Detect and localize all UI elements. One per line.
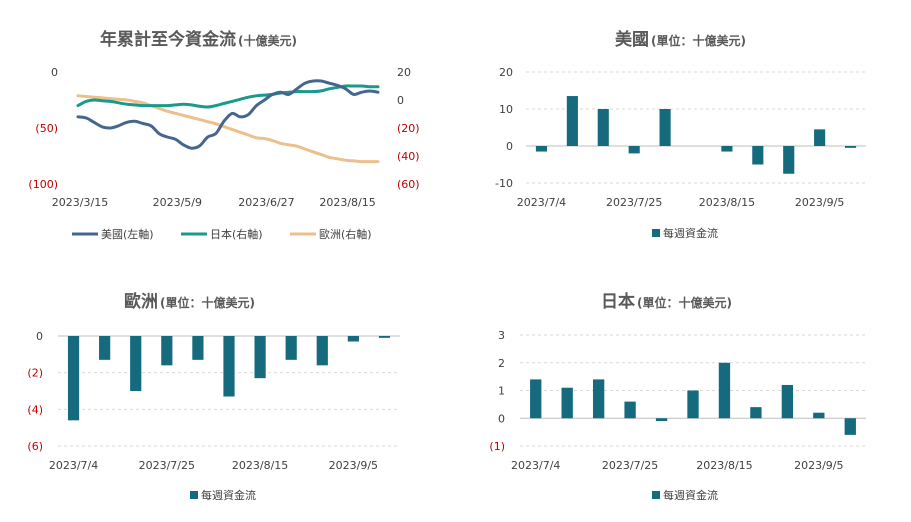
weekly-flow-bar [192,336,204,360]
left-axis-tick-label: (50) [35,122,58,135]
japan-series-line [76,84,380,109]
us-chart-legend: 每週資金流 [652,226,718,240]
weekly-flow-bar [561,387,573,419]
weekly-flow-bar [844,418,856,435]
weekly-flow-bar [99,336,111,360]
weekly-flow-bar [624,401,636,419]
x-axis-tick-label: 2023/8/15 [232,459,288,472]
weekly-flow-bar [566,96,578,146]
y-axis-tick-label: 1 [498,385,505,398]
right-axis-tick-label: 0 [397,94,404,107]
x-axis-tick-label: 2023/7/25 [606,196,662,209]
y-axis-tick-label: 0 [506,140,513,153]
legend-swatch-weekly [652,229,660,237]
legend-label-europe: 歐洲(右軸) [319,227,372,241]
x-axis-tick-label: 2023/7/4 [49,459,98,472]
y-axis-tick-label: (4) [27,403,43,416]
y-axis-tick-label: 2 [498,357,505,370]
weekly-flow-bar [285,336,297,360]
japan-chart-title: 日本 [601,291,635,312]
weekly-flow-bar [254,336,266,379]
weekly-flow-bar [718,362,731,419]
weekly-flow-bar [659,109,671,146]
x-axis-tick-label: 2023/9/5 [329,459,378,472]
legend-swatch-weekly [652,491,660,499]
x-axis-tick-label: 2023/9/5 [794,459,843,472]
right-axis-tick-label: (40) [397,150,420,163]
y-axis-tick-label: 0 [36,330,43,343]
weekly-flow-bar [813,412,825,419]
cumulative-flow-chart: 年累計至今資金流 (十億美元) 0 (50) (100) 20 0 (20) (40) (6… [28,29,419,241]
y-axis-tick-label: 0 [498,412,505,425]
x-axis-tick-label: 2023/7/4 [511,459,560,472]
left-axis-tick-label: 0 [51,66,58,79]
weekly-flow-bar [223,336,235,397]
right-axis-tick-label: (20) [397,122,420,135]
europe-weekly-flow-chart: 歐洲 (單位：十億美元) 0 (2) (4) (6) 2023/7/4 2023/7/25… [27,291,400,502]
weekly-flow-bar [721,146,733,152]
weekly-flow-bar [316,336,328,366]
legend-label-us: 美國(左軸) [101,227,154,241]
weekly-flow-bar [752,146,764,165]
x-axis-tick-label: 2023/6/27 [238,196,294,209]
x-axis-tick-label: 2023/8/15 [319,196,375,209]
weekly-flow-bar [814,129,826,146]
japan-chart-subtitle: (單位：十億美元) [637,295,732,310]
us-chart-title: 美國 [615,29,649,50]
weekly-flow-bar [161,336,173,366]
weekly-flow-bar [530,379,542,419]
right-axis-tick-label: 20 [397,66,411,79]
x-axis-tick-label: 2023/7/25 [139,459,195,472]
x-axis-tick-label: 2023/9/5 [795,196,844,209]
japan-weekly-flow-chart: 日本 (單位：十億美元) 3 2 1 0 (1) 2023/7/4 2023/7/25 202… [489,291,866,502]
weekly-flow-bar [378,336,391,338]
weekly-flow-bar [781,384,794,419]
europe-chart-title: 歐洲 [124,291,158,312]
weekly-flow-bar [844,146,857,148]
europe-chart-legend: 每週資金流 [190,488,256,502]
legend-label-weekly: 每週資金流 [663,226,718,240]
y-axis-tick-label: (2) [27,367,43,380]
weekly-flow-bar [628,146,640,154]
y-axis-tick-label: -10 [495,177,513,190]
left-axis-tick-label: (100) [28,178,58,191]
y-axis-tick-label: (1) [489,440,505,453]
x-axis-tick-label: 2023/8/15 [696,459,752,472]
x-axis-tick-label: 2023/5/9 [153,196,202,209]
legend-swatch-weekly [190,491,198,499]
cumulative-chart-legend: 美國(左軸) 日本(右軸) 歐洲(右軸) [72,227,372,241]
us-series-line [76,79,380,150]
y-axis-tick-label: (6) [27,440,43,453]
weekly-flow-bar [347,336,359,342]
x-axis-tick-label: 2023/7/4 [517,196,566,209]
weekly-flow-bar [67,336,80,421]
us-chart-subtitle: (單位：十億美元) [651,33,746,48]
legend-label-japan: 日本(右軸) [210,227,263,241]
y-axis-tick-label: 20 [499,66,513,79]
right-axis-tick-label: (60) [397,178,420,191]
weekly-flow-bar [750,407,762,419]
legend-label-weekly: 每週資金流 [201,488,256,502]
x-axis-tick-label: 2023/8/15 [699,196,755,209]
y-axis-tick-label: 3 [498,329,505,342]
japan-chart-legend: 每週資金流 [652,488,718,502]
x-axis-tick-label: 2023/7/25 [602,459,658,472]
weekly-flow-bar [535,146,548,152]
y-axis-tick-label: 10 [499,103,513,116]
legend-label-weekly: 每週資金流 [663,488,718,502]
weekly-flow-bar [655,418,668,422]
x-axis-tick-label: 2023/3/15 [52,196,108,209]
cumulative-chart-title: 年累計至今資金流 [100,29,236,50]
weekly-flow-bar [597,109,609,146]
europe-chart-subtitle: (單位：十億美元) [160,295,255,310]
weekly-flow-bar [687,390,699,419]
weekly-flow-bar [592,379,605,419]
weekly-flow-bar [130,336,142,391]
weekly-flow-bar [783,146,795,174]
us-weekly-flow-chart: 美國 (單位：十億美元) 20 10 0 -10 2023/7/4 2023/7/25 20… [495,29,866,240]
cumulative-chart-subtitle: (十億美元) [238,33,297,48]
europe-series-line [76,94,380,164]
